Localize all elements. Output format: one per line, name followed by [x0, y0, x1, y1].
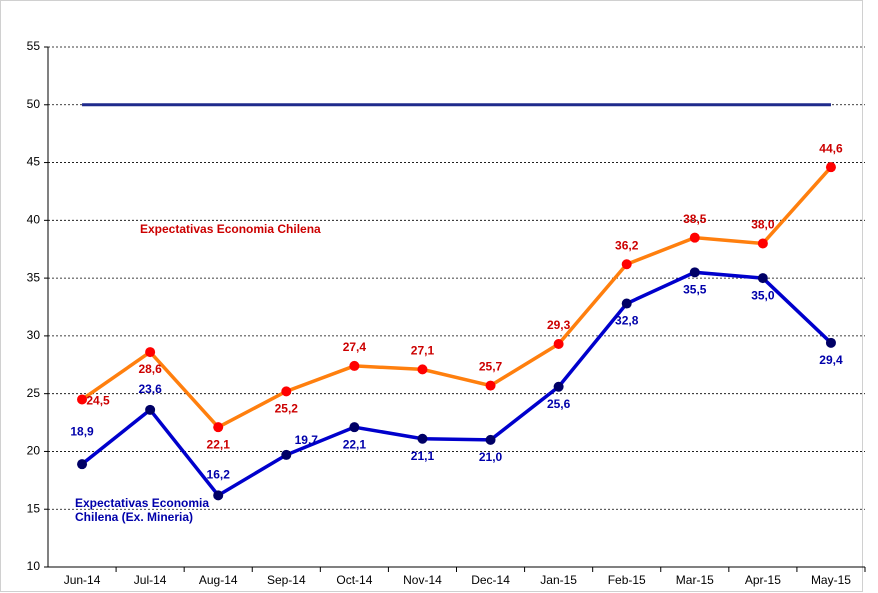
marker	[281, 449, 292, 460]
data-label: 36,2	[615, 238, 639, 252]
data-label: 38,5	[683, 212, 707, 226]
series-label: Expectativas Economia Chilena (Ex. Miner…	[75, 496, 210, 524]
data-label: 32,8	[615, 314, 639, 328]
series-line	[80, 270, 833, 498]
marker	[485, 380, 496, 391]
x-tick-label: Mar-15	[676, 573, 714, 587]
data-label: 38,0	[751, 218, 775, 232]
data-label: 25,7	[479, 360, 503, 374]
y-tick-label: 10	[27, 559, 41, 573]
marker	[621, 259, 632, 270]
data-label: 29,3	[547, 318, 571, 332]
data-label: 27,1	[411, 344, 435, 358]
x-tick-label: Jun-14	[64, 573, 101, 587]
data-label: 21,0	[479, 450, 503, 464]
data-label: 16,2	[207, 468, 231, 482]
x-tick-label: Jan-15	[540, 573, 577, 587]
data-label: 44,6	[819, 141, 843, 155]
x-tick-label: Feb-15	[608, 573, 646, 587]
data-label: 19,7	[295, 433, 319, 447]
data-label: 35,5	[683, 283, 707, 297]
x-tick-label: Dec-14	[471, 573, 510, 587]
data-label: 25,2	[275, 402, 299, 416]
y-tick-label: 15	[27, 501, 41, 515]
x-tick-label: Nov-14	[403, 573, 442, 587]
marker	[417, 433, 428, 444]
marker	[485, 434, 496, 445]
y-tick-label: 35	[27, 270, 41, 284]
marker	[553, 381, 564, 392]
y-tick-label: 40	[27, 213, 41, 227]
data-label: 22,1	[207, 437, 231, 451]
marker	[825, 337, 836, 348]
y-tick-label: 20	[27, 444, 41, 458]
data-label: 22,1	[343, 437, 367, 451]
data-label: 18,9	[70, 424, 94, 438]
marker	[213, 490, 224, 501]
x-tick-label: Jul-14	[134, 573, 167, 587]
series-label: Expectativas Economia Chilena	[140, 222, 321, 236]
x-tick-label: Aug-14	[199, 573, 238, 587]
data-label: 21,1	[411, 449, 435, 463]
marker	[689, 267, 700, 278]
data-label: 24,5	[86, 394, 110, 408]
marker	[145, 404, 156, 415]
marker	[213, 422, 224, 433]
marker	[77, 459, 88, 470]
marker	[621, 298, 632, 309]
marker	[417, 364, 428, 375]
data-label: 25,6	[547, 397, 571, 411]
marker	[145, 347, 156, 358]
x-tick-label: Apr-15	[745, 573, 781, 587]
series-line	[81, 166, 833, 430]
marker	[349, 360, 360, 371]
marker	[689, 232, 700, 243]
data-label: 23,6	[138, 382, 162, 396]
y-tick-label: 25	[27, 386, 41, 400]
marker	[825, 162, 836, 173]
y-tick-label: 50	[27, 97, 41, 111]
x-tick-label: Oct-14	[336, 573, 372, 587]
marker	[553, 338, 564, 349]
data-label: 29,4	[819, 353, 843, 367]
data-label: 28,6	[138, 362, 162, 376]
marker	[349, 422, 360, 433]
data-label: 27,4	[343, 340, 367, 354]
y-tick-label: 30	[27, 328, 41, 342]
x-tick-label: May-15	[811, 573, 851, 587]
x-tick-label: Sep-14	[267, 573, 306, 587]
marker	[757, 238, 768, 249]
marker	[281, 386, 292, 397]
y-tick-label: 45	[27, 155, 41, 169]
y-tick-label: 55	[27, 39, 41, 53]
marker	[757, 273, 768, 284]
data-label: 35,0	[751, 288, 775, 302]
marker	[77, 394, 88, 405]
